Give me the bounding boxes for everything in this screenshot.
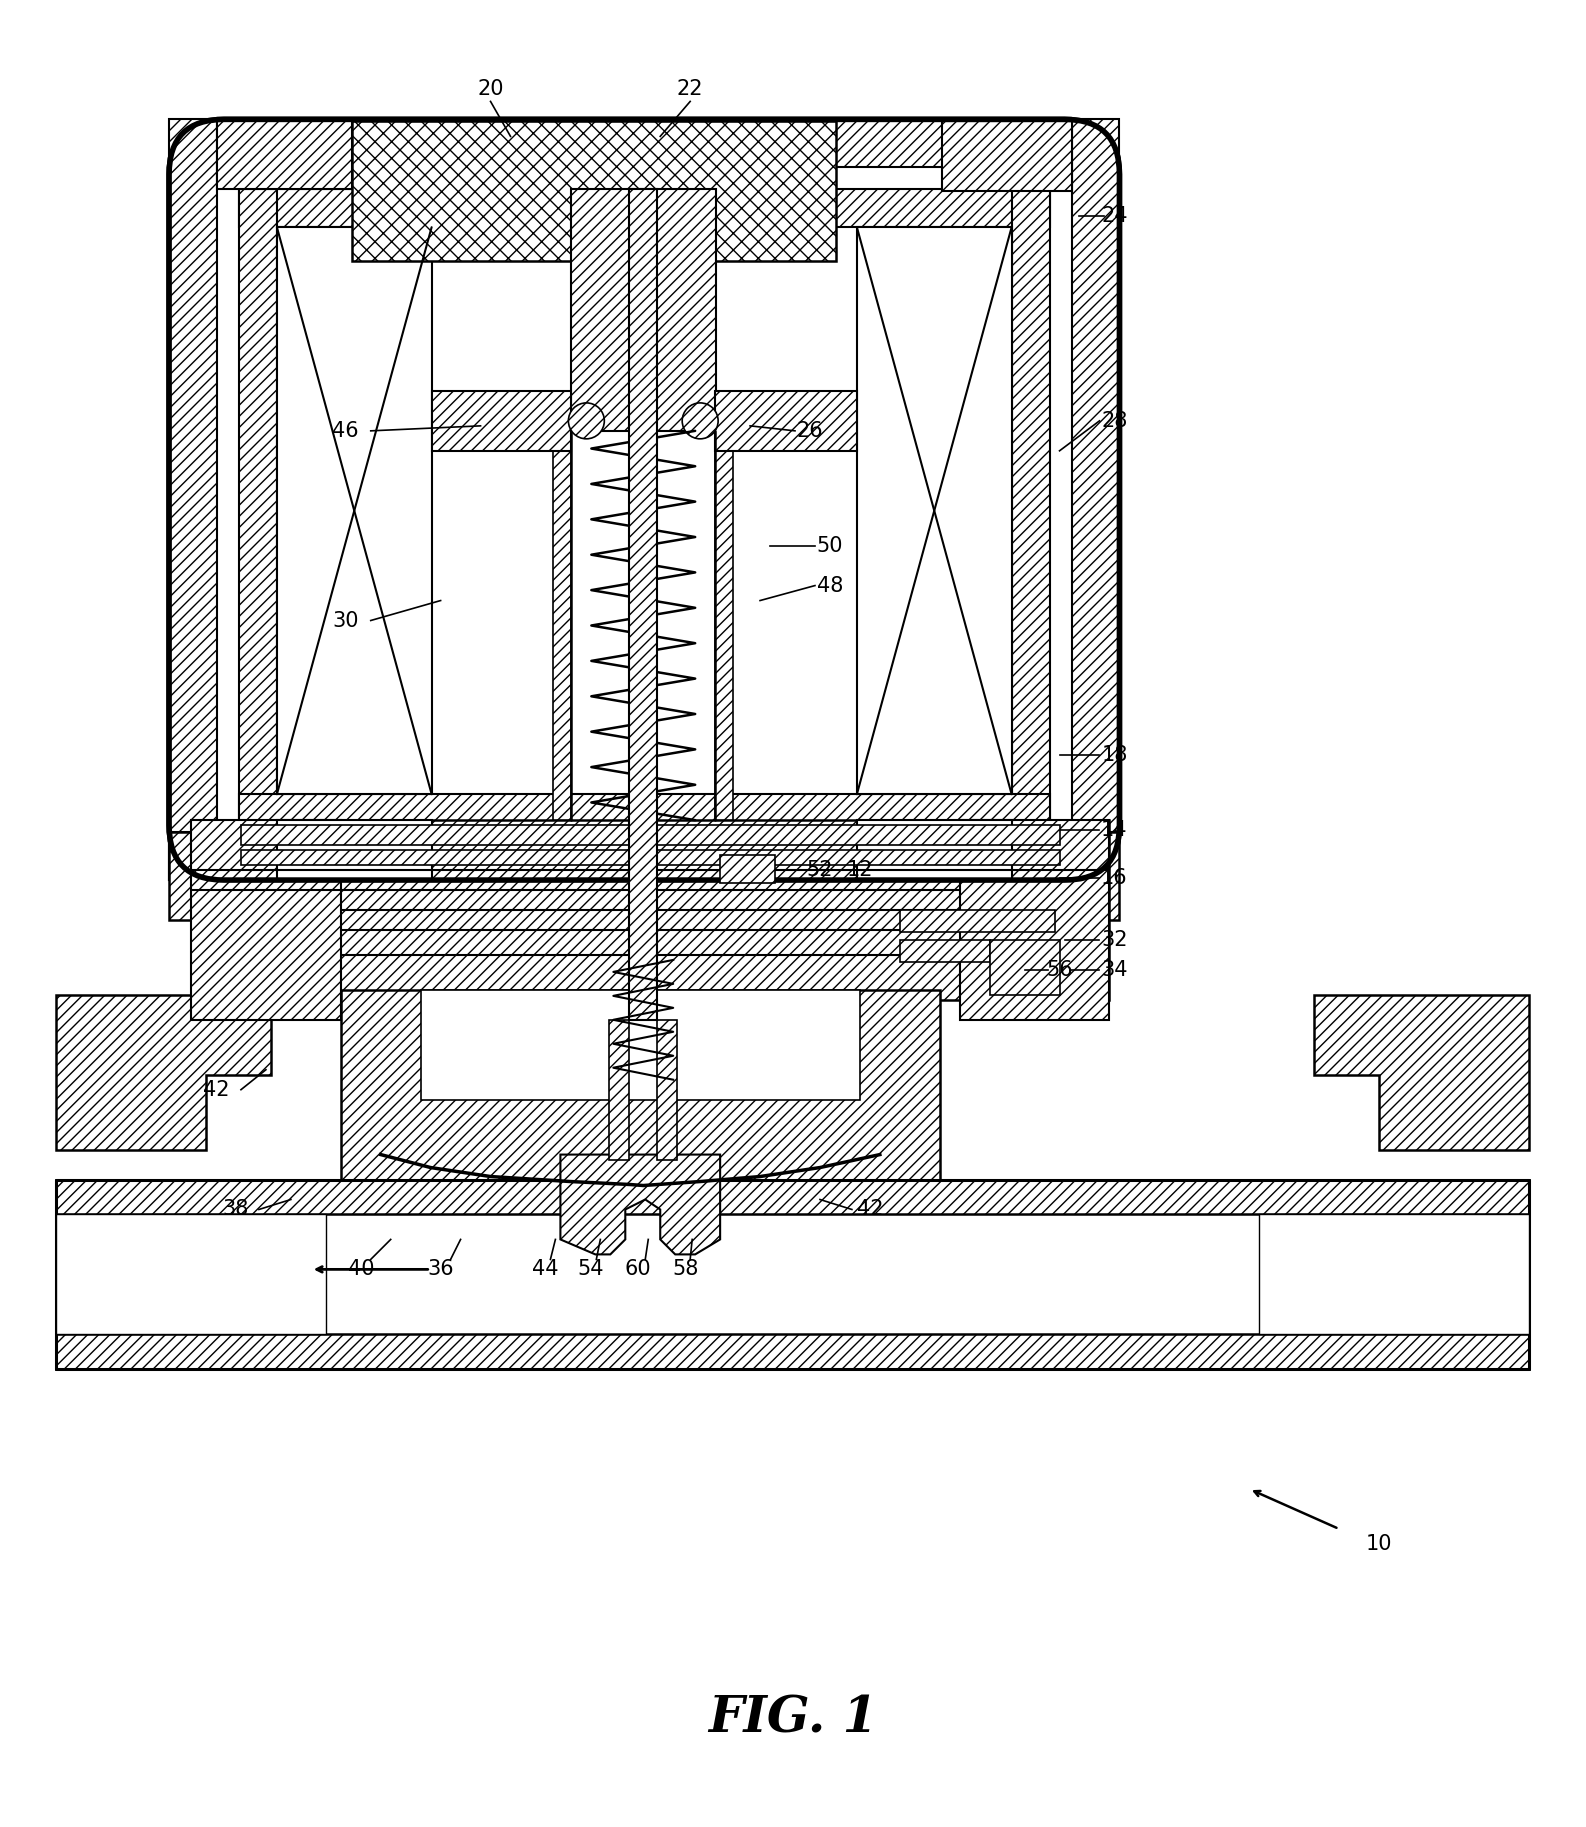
Text: 24: 24 <box>1101 206 1128 227</box>
Text: 42: 42 <box>856 1200 883 1219</box>
Bar <box>241 850 1059 866</box>
Bar <box>56 1215 325 1334</box>
Bar <box>554 431 571 820</box>
Circle shape <box>568 404 604 438</box>
Bar <box>170 831 389 881</box>
Text: 56: 56 <box>1047 959 1072 979</box>
Bar <box>630 190 657 1019</box>
Bar <box>720 855 776 882</box>
Bar <box>56 1180 1529 1215</box>
Text: 38: 38 <box>222 1200 249 1219</box>
Bar <box>856 820 1012 881</box>
Bar <box>190 820 1110 999</box>
Polygon shape <box>1315 996 1529 1149</box>
Bar <box>431 391 571 451</box>
Text: 14: 14 <box>1101 820 1128 840</box>
Bar <box>1259 1215 1529 1334</box>
Circle shape <box>682 404 718 438</box>
Text: 22: 22 <box>677 79 704 99</box>
Bar <box>899 831 1120 881</box>
Polygon shape <box>278 227 431 795</box>
Bar <box>609 1019 630 1160</box>
Text: 10: 10 <box>1366 1535 1393 1555</box>
Text: 58: 58 <box>672 1259 698 1279</box>
Text: 54: 54 <box>577 1259 604 1279</box>
Bar <box>942 121 1072 192</box>
Bar <box>190 820 341 1019</box>
Bar <box>341 990 940 1180</box>
Bar <box>352 121 836 261</box>
Bar <box>239 190 1050 227</box>
Text: 46: 46 <box>333 420 358 440</box>
Text: 30: 30 <box>333 610 358 630</box>
Text: 50: 50 <box>817 535 844 555</box>
Text: 60: 60 <box>625 1259 652 1279</box>
Text: 42: 42 <box>203 1080 230 1100</box>
Bar <box>217 119 1072 168</box>
Bar <box>571 190 717 431</box>
Text: 28: 28 <box>1101 411 1128 431</box>
Bar <box>715 431 733 820</box>
Polygon shape <box>856 227 1012 795</box>
Bar <box>56 1334 1529 1368</box>
Text: 44: 44 <box>533 1259 558 1279</box>
Text: 40: 40 <box>347 1259 374 1279</box>
Bar <box>899 939 990 961</box>
Bar <box>278 820 431 881</box>
Text: 32: 32 <box>1101 930 1128 950</box>
Bar <box>1072 119 1120 881</box>
Bar <box>241 826 1059 846</box>
Bar <box>960 820 1110 1019</box>
Bar <box>1012 190 1050 831</box>
Bar <box>170 831 1120 921</box>
Text: FIG. 1: FIG. 1 <box>709 1694 877 1743</box>
Bar <box>239 190 278 831</box>
Text: 20: 20 <box>477 79 504 99</box>
Text: 34: 34 <box>1101 959 1128 979</box>
Text: 12: 12 <box>847 861 874 881</box>
Polygon shape <box>560 1155 720 1255</box>
Text: 48: 48 <box>817 576 844 596</box>
Text: 26: 26 <box>796 420 823 440</box>
Bar <box>990 939 1059 996</box>
Bar <box>217 119 352 190</box>
Bar <box>420 990 860 1100</box>
Bar <box>657 1019 677 1160</box>
Text: 36: 36 <box>427 1259 454 1279</box>
FancyBboxPatch shape <box>170 119 1120 881</box>
Text: 16: 16 <box>1101 868 1128 888</box>
Bar <box>715 391 856 451</box>
Polygon shape <box>56 996 271 1149</box>
Bar <box>899 910 1055 932</box>
Bar <box>170 119 217 881</box>
Bar <box>239 831 1050 921</box>
Text: 18: 18 <box>1101 745 1128 766</box>
Text: 52: 52 <box>807 861 833 881</box>
Bar <box>239 795 1050 831</box>
